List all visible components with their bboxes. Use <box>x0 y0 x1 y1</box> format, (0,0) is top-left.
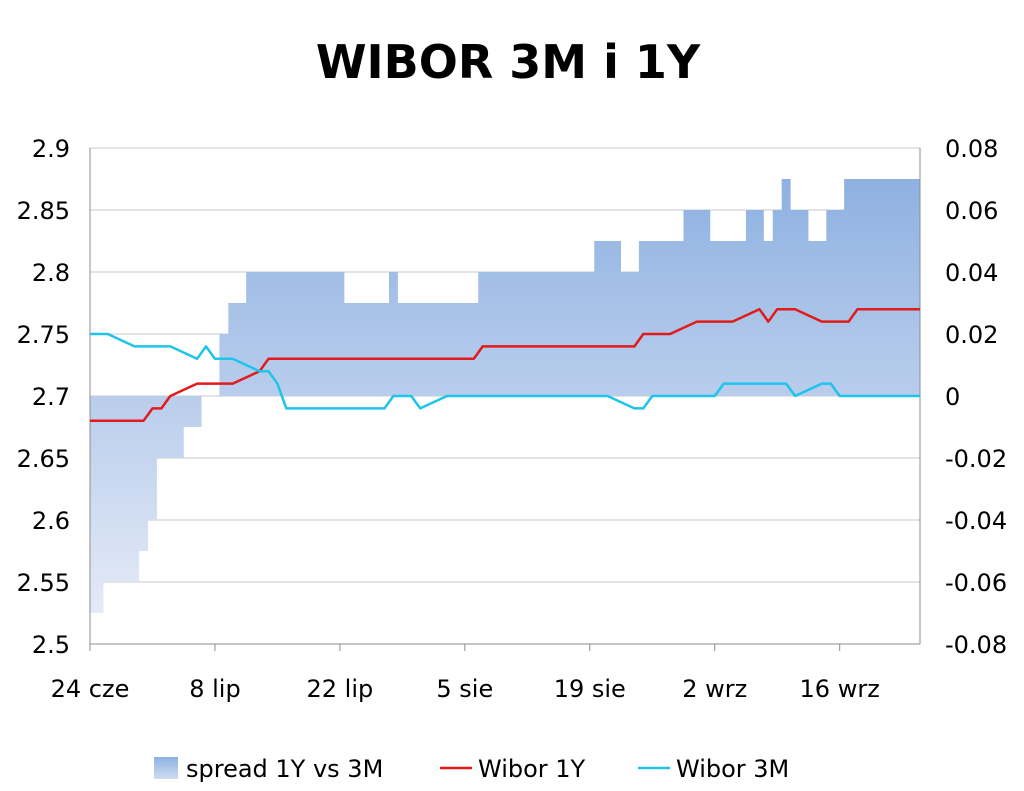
left-y-tick-label: 2.8 <box>32 259 70 287</box>
legend-swatch-spread <box>154 757 178 779</box>
left-y-tick-label: 2.7 <box>32 383 70 411</box>
left-y-tick-label: 2.85 <box>17 197 70 225</box>
legend-label-wibor-3m: Wibor 3M <box>676 755 789 783</box>
left-y-tick-label: 2.6 <box>32 507 70 535</box>
right-y-tick-label: 0.06 <box>945 197 998 225</box>
x-tick-label: 8 lip <box>189 675 240 703</box>
legend-item-wibor-3m: Wibor 3M <box>638 755 789 783</box>
right-y-tick-label: 0.04 <box>945 259 998 287</box>
left-y-tick-label: 2.9 <box>32 135 70 163</box>
wibor-1y-line <box>90 307 920 423</box>
left-y-tick-label: 2.5 <box>32 631 70 659</box>
right-y-tick-label: -0.04 <box>945 507 1007 535</box>
left-y-tick-label: 2.75 <box>17 321 70 349</box>
left-y-tick-label: 2.65 <box>17 445 70 473</box>
right-y-tick-label: 0.02 <box>945 321 998 349</box>
right-y-axis-ticks: -0.08 -0.06 -0.04 -0.02 0 0.02 0.04 0.06 0.08 <box>945 135 1007 659</box>
legend-label-wibor-1y: Wibor 1Y <box>478 755 586 783</box>
chart-title: WIBOR 3M i 1Y <box>316 35 701 89</box>
legend-label-spread: spread 1Y vs 3M <box>186 755 383 783</box>
right-y-tick-label: -0.02 <box>945 445 1007 473</box>
legend-item-spread: spread 1Y vs 3M <box>154 755 383 783</box>
left-y-axis-ticks: 2.5 2.55 2.6 2.65 2.7 2.75 2.8 2.85 2.9 <box>17 135 70 659</box>
legend-item-wibor-1y: Wibor 1Y <box>440 755 586 783</box>
legend: spread 1Y vs 3M Wibor 1Y Wibor 3M <box>154 755 789 783</box>
right-y-tick-label: 0 <box>945 383 960 411</box>
right-y-tick-label: -0.08 <box>945 631 1007 659</box>
x-tick-label: 19 sie <box>554 675 626 703</box>
wibor-3m-line <box>90 332 920 410</box>
x-tick-label: 16 wrz <box>800 675 880 703</box>
x-tick-label: 2 wrz <box>682 675 747 703</box>
series-lines <box>90 307 920 423</box>
x-tick-label: 5 sie <box>436 675 493 703</box>
x-tick-label: 24 cze <box>51 675 130 703</box>
x-axis-ticks: 24 cze 8 lip 22 lip 5 sie 19 sie 2 wrz 16 wrz <box>51 644 880 703</box>
left-y-tick-label: 2.55 <box>17 569 70 597</box>
x-tick-label: 22 lip <box>307 675 374 703</box>
right-y-tick-label: -0.06 <box>945 569 1007 597</box>
right-y-tick-label: 0.08 <box>945 135 998 163</box>
